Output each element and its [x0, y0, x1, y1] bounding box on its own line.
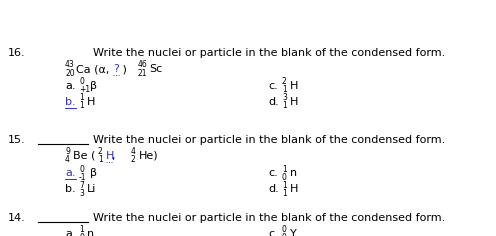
Text: 3: 3	[282, 93, 287, 102]
Text: 46: 46	[138, 60, 148, 69]
Text: H: H	[290, 184, 299, 194]
Text: 0: 0	[282, 233, 287, 236]
Text: ?: ?	[113, 64, 119, 74]
Text: Ca (α,: Ca (α,	[76, 64, 110, 74]
Text: 2: 2	[98, 148, 103, 156]
Text: H: H	[106, 151, 114, 161]
Text: Be (: Be (	[73, 151, 95, 161]
Text: 1: 1	[282, 189, 287, 198]
Text: H: H	[87, 97, 95, 107]
Text: 1: 1	[98, 156, 103, 164]
Text: a.: a.	[65, 168, 75, 178]
Text: 0: 0	[79, 164, 84, 173]
Text: -1: -1	[79, 173, 86, 181]
Text: 4: 4	[65, 156, 70, 164]
Text: 1: 1	[282, 101, 287, 110]
Text: Write the nuclei or particle in the blank of the condensed form.: Write the nuclei or particle in the blan…	[93, 48, 445, 58]
Text: H: H	[290, 81, 299, 91]
Text: 0: 0	[282, 173, 287, 181]
Text: 0: 0	[282, 226, 287, 235]
Text: c.: c.	[268, 168, 278, 178]
Text: b.: b.	[65, 97, 75, 107]
Text: 21: 21	[138, 68, 147, 77]
Text: Y: Y	[290, 229, 297, 236]
Text: 20: 20	[65, 68, 74, 77]
Text: c.: c.	[268, 229, 278, 236]
Text: d.: d.	[268, 97, 279, 107]
Text: Write the nuclei or particle in the blank of the condensed form.: Write the nuclei or particle in the blan…	[93, 135, 445, 145]
Text: β: β	[90, 81, 97, 91]
Text: 1: 1	[282, 164, 287, 173]
Text: 16.: 16.	[8, 48, 26, 58]
Text: 1: 1	[79, 93, 84, 102]
Text: ): )	[120, 64, 131, 74]
Text: 1: 1	[79, 226, 84, 235]
Text: Write the nuclei or particle in the blank of the condensed form.: Write the nuclei or particle in the blan…	[93, 213, 445, 223]
Text: Li: Li	[87, 184, 96, 194]
Text: b.: b.	[65, 184, 75, 194]
Text: 1: 1	[79, 101, 84, 110]
Text: n: n	[87, 229, 94, 236]
Text: 7: 7	[79, 181, 84, 190]
Text: 3: 3	[79, 189, 84, 198]
Text: 14.: 14.	[8, 213, 26, 223]
Text: +1: +1	[79, 85, 90, 94]
Text: 1: 1	[282, 85, 287, 94]
Text: 4: 4	[130, 148, 135, 156]
Text: He): He)	[138, 151, 158, 161]
Text: 0: 0	[79, 233, 84, 236]
Text: Sc: Sc	[149, 64, 162, 74]
Text: 2: 2	[130, 156, 135, 164]
Text: n: n	[290, 168, 297, 178]
Text: 9: 9	[65, 148, 70, 156]
Text: 15.: 15.	[8, 135, 26, 145]
Text: 2: 2	[282, 77, 287, 87]
Text: c.: c.	[268, 81, 278, 91]
Text: d.: d.	[268, 184, 279, 194]
Text: ,: ,	[112, 151, 123, 161]
Text: H: H	[290, 97, 299, 107]
Text: β: β	[90, 168, 97, 178]
Text: 0: 0	[79, 77, 84, 87]
Text: 43: 43	[65, 60, 75, 69]
Text: 1: 1	[282, 181, 287, 190]
Text: a.: a.	[65, 81, 75, 91]
Text: a.: a.	[65, 229, 75, 236]
